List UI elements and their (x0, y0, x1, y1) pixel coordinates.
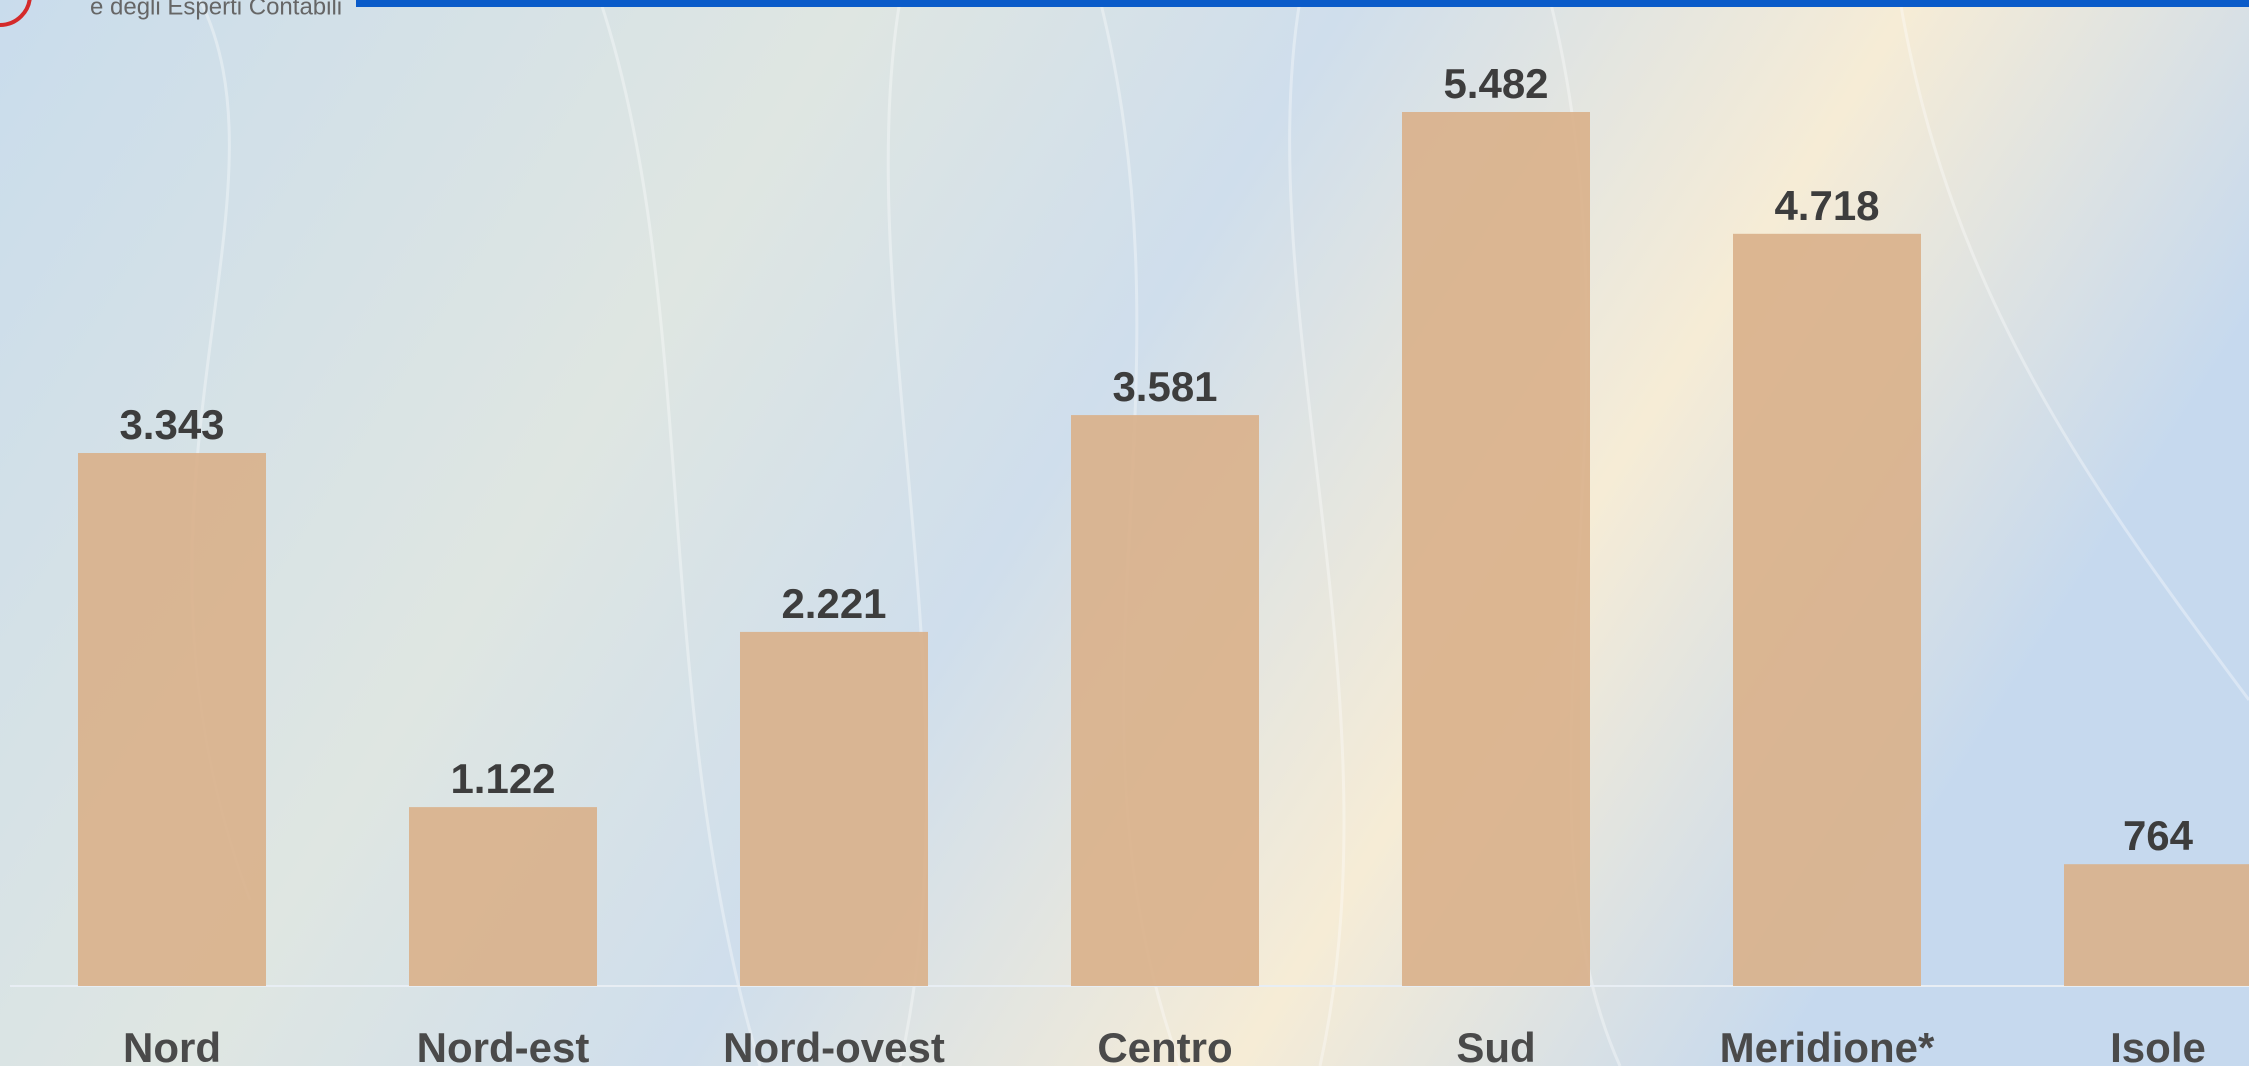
value-label: 4.718 (1774, 182, 1879, 229)
bar (78, 453, 266, 987)
plot: 3.343 Nord 1.122 Nord-est 2.221 Nord-ovest 3.5… (10, 60, 2249, 1066)
value-label: 764 (2123, 812, 2194, 859)
value-label: 3.581 (1112, 363, 1217, 410)
bar (1733, 233, 1921, 986)
bar (740, 631, 928, 986)
bar (1071, 415, 1259, 986)
x-tick-label: Nord-ovest (723, 1024, 945, 1066)
value-label: 2.221 (781, 580, 886, 627)
logo-text: e degli Esperti Contabili (90, 0, 342, 20)
x-tick-label: Nord (123, 1024, 221, 1066)
bar (2064, 864, 2249, 986)
x-tick-label: Meridione* (1720, 1024, 1935, 1066)
x-tick-label: Sud (1456, 1024, 1535, 1066)
bar (1402, 112, 1590, 986)
value-label: 5.482 (1443, 60, 1548, 107)
x-tick-label: Isole (2110, 1024, 2206, 1066)
value-label: 3.343 (119, 401, 224, 448)
bar (409, 807, 597, 986)
value-label: 1.122 (450, 755, 555, 802)
header-bar (356, 0, 2249, 7)
x-tick-label: Nord-est (417, 1024, 590, 1066)
x-tick-label: Centro (1097, 1024, 1232, 1066)
